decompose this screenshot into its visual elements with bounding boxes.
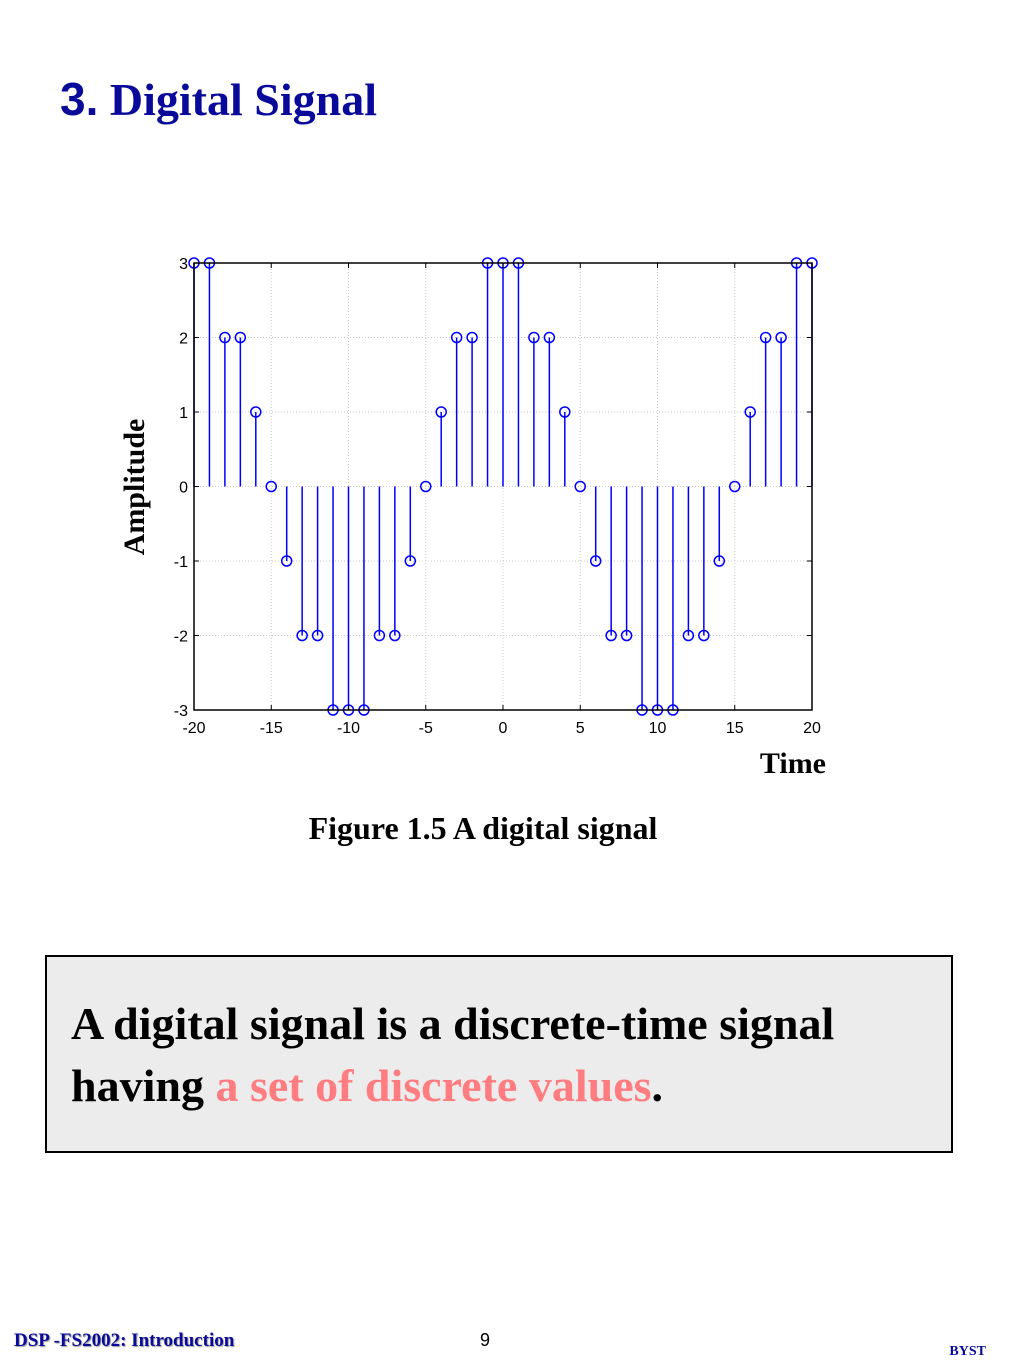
stem-marker <box>528 331 540 344</box>
y-tick-label: -2 <box>174 629 188 646</box>
page-number: 9 <box>479 1330 490 1350</box>
stem-marker <box>620 629 633 642</box>
footer-course: DSP -FS2002: Introduction <box>14 1330 235 1351</box>
y-tick-label: -3 <box>174 703 188 720</box>
x-axis-label: Time <box>760 747 826 780</box>
footer-author: BYST <box>949 1344 986 1359</box>
definition-text: A digital signal is a discrete-time sign… <box>71 998 835 1111</box>
stem-marker <box>250 406 262 418</box>
y-tick-label: 2 <box>179 331 188 348</box>
stem-marker <box>589 555 602 567</box>
stem-marker <box>404 555 417 567</box>
slide-title: 3. Digital Signal <box>60 72 377 126</box>
x-tick-label: -20 <box>182 720 205 737</box>
stem-marker <box>420 480 432 493</box>
figure-caption: Figure 1.5 A digital signal <box>308 810 658 846</box>
y-tick-label: 1 <box>179 405 188 422</box>
stem-marker <box>373 629 386 642</box>
stem-marker <box>389 629 401 642</box>
x-tick-label: -5 <box>419 720 433 737</box>
y-axis-label: Amplitude <box>118 419 151 556</box>
stem-marker <box>234 331 247 344</box>
title-text: Digital Signal <box>109 74 377 125</box>
stem-marker <box>296 629 308 642</box>
stem-marker <box>450 331 463 344</box>
stem-marker <box>559 406 571 418</box>
stem-marker <box>219 331 231 344</box>
y-tick-label: 3 <box>179 256 188 273</box>
x-tick-label: -10 <box>337 720 360 737</box>
y-tick-label: 0 <box>179 480 188 497</box>
x-tick-label: 20 <box>803 720 821 737</box>
stem-marker <box>729 480 741 493</box>
y-tick-label: -1 <box>174 554 188 571</box>
stem-marker <box>605 629 617 642</box>
stem-marker <box>775 331 787 344</box>
x-tick-label: 5 <box>576 720 585 737</box>
x-tick-label: 0 <box>499 720 508 737</box>
stem-marker <box>435 406 447 418</box>
definition-box: A digital signal is a discrete-time sign… <box>45 955 953 1153</box>
stem-marker <box>759 331 772 344</box>
stem-marker <box>682 629 695 642</box>
title-number: 3. <box>60 73 99 125</box>
x-tick-label: 10 <box>649 720 667 737</box>
stem-marker <box>311 629 324 642</box>
definition-highlight: a set of discrete values <box>215 1060 652 1111</box>
stem-marker <box>744 406 756 418</box>
stem-marker <box>543 331 556 344</box>
stem-marker <box>698 629 710 642</box>
stem-marker <box>713 555 726 567</box>
stem-marker <box>280 555 293 567</box>
x-tick-label: 15 <box>726 720 744 737</box>
stem-marker <box>265 480 277 493</box>
x-tick-label: -15 <box>260 720 283 737</box>
definition-period: . <box>651 1060 664 1111</box>
stem-marker <box>574 480 586 493</box>
stem-marker <box>466 331 478 344</box>
